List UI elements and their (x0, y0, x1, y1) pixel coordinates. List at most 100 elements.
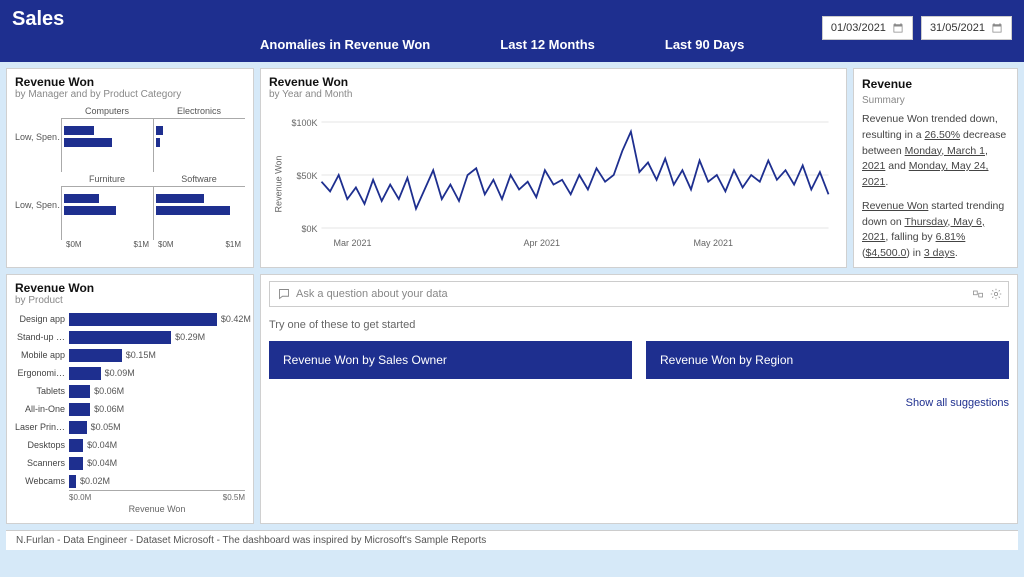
card-revenue-by-year-month[interactable]: Revenue Won by Year and Month Revenue Wo… (260, 68, 847, 268)
bar-label: Stand-up … (15, 332, 69, 342)
date-from-picker[interactable]: 01/03/2021 (822, 16, 913, 40)
bar-track: $0.02M (69, 475, 245, 488)
bar-track: $0.04M (69, 457, 245, 470)
bar-track: $0.09M (69, 367, 245, 380)
bar-value: $0.02M (80, 475, 110, 488)
bar-label: Laser Prin… (15, 422, 69, 432)
bar-value: $0.15M (126, 349, 156, 362)
card-subtitle: by Year and Month (269, 89, 838, 100)
card-title: Revenue Won (269, 75, 838, 89)
card-subtitle: Summary (862, 93, 1009, 108)
mini-bar (64, 194, 99, 203)
bar-track: $0.05M (69, 421, 245, 434)
bar-label: Webcams (15, 476, 69, 486)
mini-bar (156, 138, 160, 147)
bar-value: $0.04M (87, 457, 117, 470)
line-chart: Revenue Won $100K $50K $0K Mar 2021 Apr … (269, 104, 838, 264)
card-title: Revenue Won (15, 75, 245, 89)
bar-row: Scanners $0.04M (15, 454, 245, 472)
bar-row: Webcams $0.02M (15, 472, 245, 490)
bar-fill (69, 475, 76, 488)
bar-label: Ergonomi… (15, 368, 69, 378)
card-subtitle: by Manager and by Product Category (15, 89, 245, 100)
bar-label: All-in-One (15, 404, 69, 414)
date-to-value: 31/05/2021 (930, 22, 985, 34)
date-range: 01/03/2021 31/05/2021 (822, 16, 1012, 40)
svg-text:May 2021: May 2021 (694, 238, 734, 248)
svg-text:Apr 2021: Apr 2021 (524, 238, 561, 248)
col-header: Furniture (61, 172, 153, 186)
cell-computers (61, 118, 153, 172)
line-series (322, 132, 829, 209)
card-revenue-by-product[interactable]: Revenue Won by Product Design app$0.42MS… (6, 274, 254, 524)
bar-row: Mobile app $0.15M (15, 346, 245, 364)
bar-label: Desktops (15, 440, 69, 450)
bar-row: Desktops $0.04M (15, 436, 245, 454)
small-multiples: Computers Electronics Low, Spen… Furnitu… (15, 104, 245, 254)
bar-value: $0.04M (87, 439, 117, 452)
card-revenue-by-manager-category[interactable]: Revenue Won by Manager and by Product Ca… (6, 68, 254, 268)
bar-row: All-in-One $0.06M (15, 400, 245, 418)
date-from-value: 01/03/2021 (831, 22, 886, 34)
bar-row: Ergonomi…$0.09M (15, 364, 245, 382)
mini-xaxis: $0M $1M (153, 240, 245, 254)
suggestion-button[interactable]: Revenue Won by Sales Owner (269, 341, 632, 379)
bar-track: $0.06M (69, 403, 245, 416)
bar-value: $0.06M (94, 385, 124, 398)
svg-text:$50K: $50K (296, 171, 317, 181)
summary-body: Revenue Won trended down, resulting in a… (862, 112, 1009, 262)
product-xaxis: $0.0M $0.5M (69, 490, 245, 502)
y-axis-title: Revenue Won (274, 156, 284, 213)
bar-track: $0.06M (69, 385, 245, 398)
bar-track: $0.42M (69, 313, 245, 326)
bar-value: $0.05M (91, 421, 121, 434)
calendar-icon (991, 22, 1003, 34)
bar-track: $0.29M (69, 331, 245, 344)
cell-furniture (61, 186, 153, 240)
cell-electronics (153, 118, 245, 172)
bar-track: $0.15M (69, 349, 245, 362)
card-title: Revenue Won (15, 281, 245, 295)
col-header: Software (153, 172, 245, 186)
mini-bar (156, 206, 230, 215)
bar-track: $0.04M (69, 439, 245, 452)
card-subtitle: by Product (15, 295, 245, 306)
tab-anomalies[interactable]: Anomalies in Revenue Won (260, 37, 430, 52)
bar-label: Mobile app (15, 350, 69, 360)
chat-icon (278, 288, 290, 300)
dashboard-grid: Revenue Won by Manager and by Product Ca… (0, 62, 1024, 530)
bar-fill (69, 385, 90, 398)
bar-value: $0.29M (175, 331, 205, 344)
gear-icon[interactable] (990, 288, 1002, 300)
mini-xaxis: $0M $1M (61, 240, 153, 254)
suggestion-button[interactable]: Revenue Won by Region (646, 341, 1009, 379)
bar-row: Laser Prin… $0.05M (15, 418, 245, 436)
bar-value: $0.42M (221, 313, 251, 326)
bar-value: $0.06M (94, 403, 124, 416)
bar-row: Design app$0.42M (15, 310, 245, 328)
card-title: Revenue (862, 75, 1009, 93)
col-header: Computers (61, 104, 153, 118)
show-all-suggestions-link[interactable]: Show all suggestions (269, 397, 1009, 409)
qna-placeholder: Ask a question about your data (296, 288, 448, 300)
bar-row: Stand-up … $0.29M (15, 328, 245, 346)
bar-fill (69, 421, 87, 434)
bar-label: Design app (15, 314, 69, 324)
qna-try-label: Try one of these to get started (269, 319, 1009, 331)
tab-last-12-months[interactable]: Last 12 Months (500, 37, 595, 52)
tab-last-90-days[interactable]: Last 90 Days (665, 37, 745, 52)
convert-icon[interactable] (972, 288, 984, 300)
bar-fill (69, 349, 122, 362)
bar-label: Tablets (15, 386, 69, 396)
bar-fill (69, 403, 90, 416)
svg-text:$100K: $100K (291, 118, 317, 128)
cell-software (153, 186, 245, 240)
horizontal-bars: Design app$0.42MStand-up …$0.29MMobile a… (15, 310, 245, 490)
bar-label: Scanners (15, 458, 69, 468)
qna-input[interactable]: Ask a question about your data (269, 281, 1009, 307)
card-revenue-summary[interactable]: Revenue Summary Revenue Won trended down… (853, 68, 1018, 268)
date-to-picker[interactable]: 31/05/2021 (921, 16, 1012, 40)
mini-bar (64, 126, 94, 135)
row-header: Low, Spen… (15, 186, 61, 240)
summary-p1: Revenue Won trended down, resulting in a… (862, 112, 1009, 191)
